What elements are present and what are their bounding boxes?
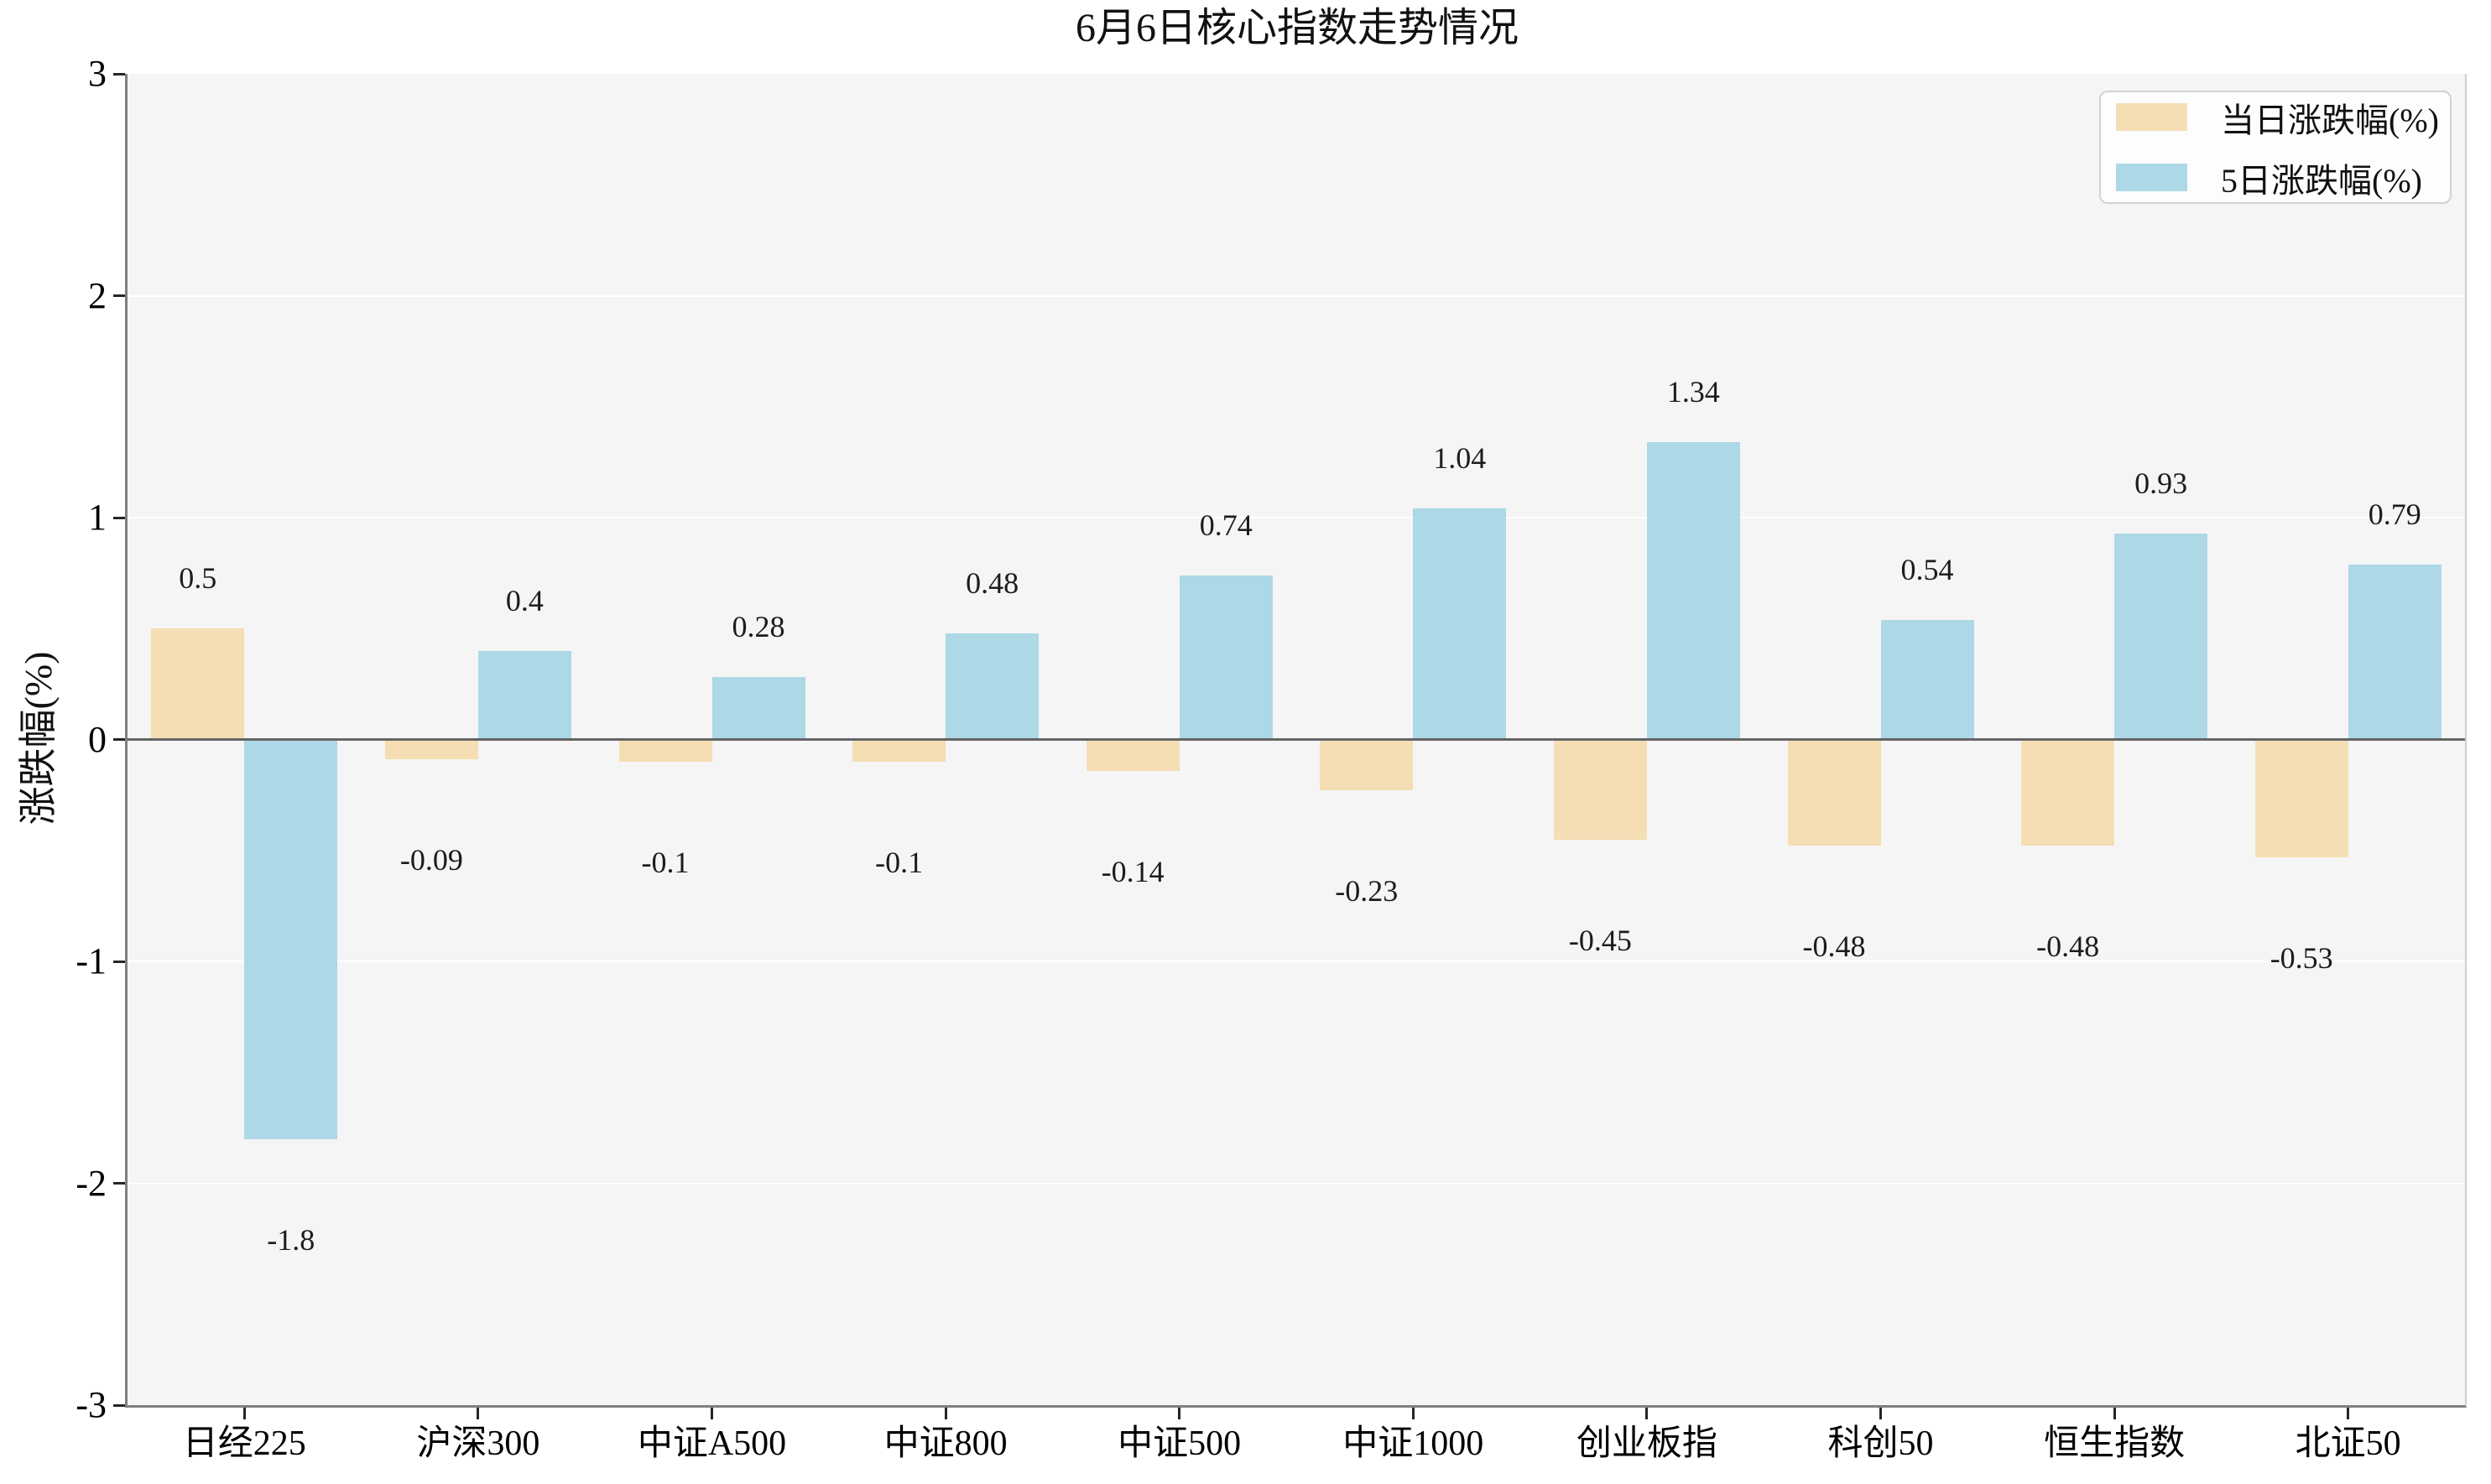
x-category-label: 中证500: [1118, 1424, 1242, 1463]
y-tick-label: 3: [88, 53, 107, 94]
x-tick: [1645, 1408, 1649, 1419]
y-tick: [113, 294, 125, 297]
bar: [151, 628, 245, 740]
y-tick: [113, 960, 125, 963]
x-category-label: 中证800: [883, 1424, 1008, 1463]
zero-line: [128, 738, 2465, 741]
bar: [1320, 739, 1414, 791]
bar: [946, 633, 1040, 740]
y-tick-label: -1: [76, 940, 107, 982]
plot-area: 当日涨跌幅(%) 5日涨跌幅(%): [125, 74, 2467, 1408]
y-tick: [113, 738, 125, 741]
x-category-label: 创业板指: [1576, 1424, 1717, 1463]
y-tick-label: 1: [88, 497, 107, 538]
bar: [1086, 739, 1180, 771]
y-tick: [113, 1182, 125, 1185]
x-tick: [1411, 1408, 1415, 1419]
bar: [2348, 564, 2441, 740]
bar: [2021, 739, 2115, 846]
bar-value-label: -0.48: [1802, 929, 1866, 964]
bar-value-label: 0.4: [505, 583, 544, 617]
x-category-label: 中证A500: [637, 1424, 787, 1463]
y-tick-label: 2: [88, 274, 107, 316]
bar-value-label: 0.48: [966, 565, 1019, 600]
bar-value-label: 1.34: [1666, 375, 1720, 409]
x-tick: [944, 1408, 947, 1419]
bar: [711, 677, 805, 740]
x-category-label: 恒生指数: [2044, 1424, 2186, 1463]
x-category-label: 北证50: [2295, 1424, 2401, 1463]
bar: [2254, 739, 2348, 857]
x-tick: [2347, 1408, 2350, 1419]
bar-value-label: -0.14: [1101, 854, 1165, 888]
legend: 当日涨跌幅(%) 5日涨跌幅(%): [2099, 91, 2452, 204]
x-category-label: 中证1000: [1342, 1424, 1484, 1463]
bar-value-label: 0.5: [179, 561, 217, 596]
y-tick: [113, 1403, 125, 1407]
x-category-label: 日经225: [182, 1424, 306, 1463]
bar-value-label: 0.54: [1900, 552, 1954, 586]
x-tick: [1178, 1408, 1181, 1419]
bar-value-label: 0.74: [1199, 508, 1253, 542]
bar-value-label: 0.79: [2368, 497, 2421, 531]
bar-value-label: -0.09: [399, 843, 463, 877]
gridline: [128, 961, 2465, 962]
bar: [1646, 442, 1740, 740]
bar: [1413, 508, 1507, 740]
legend-item: 当日涨跌幅(%): [2116, 93, 2450, 142]
bar-value-label: -0.1: [641, 845, 690, 879]
x-tick: [2113, 1408, 2116, 1419]
bar: [852, 739, 946, 762]
bar-value-label: -0.53: [2270, 940, 2333, 975]
bar: [618, 739, 712, 762]
x-tick: [242, 1408, 246, 1419]
bar-value-label: -0.45: [1568, 923, 1632, 957]
legend-color-swatch-daily: [2116, 103, 2187, 131]
bar-value-label: -0.48: [2036, 929, 2100, 964]
bar: [1787, 739, 1881, 846]
x-category-label: 沪深300: [416, 1424, 540, 1463]
bar-value-label: 0.28: [732, 610, 785, 644]
legend-item: 5日涨跌幅(%): [2116, 154, 2450, 202]
legend-item-label: 5日涨跌幅(%): [2221, 161, 2422, 200]
bar-value-label: -0.23: [1335, 874, 1399, 909]
bar-value-label: 0.93: [2134, 466, 2188, 500]
y-tick-label: 0: [88, 718, 107, 760]
bar-value-label: -0.1: [875, 845, 924, 879]
gridline: [128, 1182, 2465, 1185]
legend-item-label: 当日涨跌幅(%): [2221, 101, 2439, 139]
bar-value-label: 1.04: [1433, 441, 1487, 476]
y-tick-label: -2: [76, 1162, 107, 1204]
y-tick: [113, 516, 125, 519]
bar: [2114, 533, 2208, 740]
gridline: [128, 517, 2465, 518]
bar-value-label: -1.8: [267, 1222, 315, 1257]
y-tick-label: -3: [76, 1384, 107, 1425]
legend-color-swatch-5day: [2116, 164, 2187, 191]
bar: [244, 739, 338, 1139]
x-tick: [1879, 1408, 1882, 1419]
y-tick: [113, 72, 125, 76]
bar: [1880, 619, 1974, 740]
x-category-label: 科创50: [1827, 1424, 1934, 1463]
bar: [384, 739, 478, 760]
chart-title: 6月6日核心指数走势情况: [1075, 6, 1519, 50]
bar: [477, 650, 571, 740]
gridline: [128, 294, 2465, 297]
bar: [1179, 575, 1273, 740]
x-tick: [477, 1408, 480, 1419]
x-tick: [711, 1408, 713, 1419]
bar: [1553, 739, 1647, 840]
